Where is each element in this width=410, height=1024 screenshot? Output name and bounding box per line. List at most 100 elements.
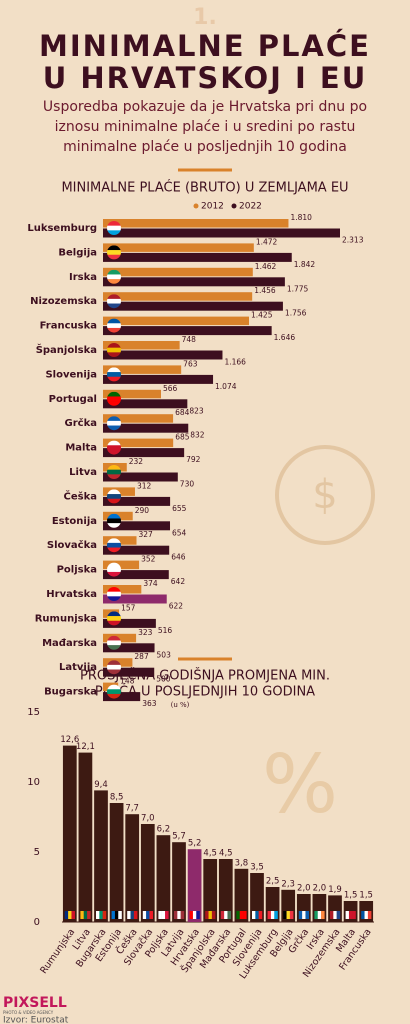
flag-stripe <box>71 911 75 919</box>
value-label: 4,5 <box>219 849 233 859</box>
flag-stripe <box>68 911 72 919</box>
bar <box>218 859 233 922</box>
flag-stripe <box>102 911 107 919</box>
value-label: 1.646 <box>274 333 296 342</box>
value-label: 500 <box>156 675 171 684</box>
legend-label: 2012 <box>201 202 224 212</box>
subtitle: Usporedba pokazuje da je Hrvatska pri dn… <box>43 99 367 115</box>
bar <box>78 752 93 922</box>
flag-stripe <box>161 911 166 919</box>
category-label: Litva <box>69 467 97 478</box>
flag-stripe <box>107 611 121 617</box>
flag-stripe <box>87 911 91 919</box>
flag-stripe <box>107 489 121 495</box>
value-label: 763 <box>183 359 198 368</box>
title: MINIMALNE PLAĆE <box>39 29 371 63</box>
source: Izvor: Eurostat <box>3 1016 69 1024</box>
value-label: 290 <box>135 506 150 515</box>
value-label: 157 <box>121 603 136 612</box>
flag-stripe <box>107 303 121 309</box>
bar <box>103 536 137 545</box>
flag-stripe <box>107 469 121 475</box>
value-label: 1.810 <box>290 213 312 222</box>
decor-icon: % <box>262 738 338 831</box>
value-label: 1.756 <box>285 309 307 318</box>
flag-stripe <box>107 376 121 382</box>
flag-stripe <box>107 416 121 422</box>
value-label: 8,5 <box>110 793 124 803</box>
value-label: 654 <box>172 528 187 537</box>
flag-stripe <box>114 911 119 919</box>
flag <box>107 489 121 504</box>
flag-stripe <box>107 542 121 548</box>
flag-stripe <box>107 498 121 504</box>
flag-stripe <box>192 911 197 919</box>
bar <box>103 228 340 238</box>
flag <box>107 416 121 431</box>
value-label: 3,8 <box>235 858 249 868</box>
flag-stripe <box>345 911 350 919</box>
value-label: 730 <box>180 480 195 489</box>
category-label: Španjolska <box>36 343 97 356</box>
value-label: 832 <box>190 431 205 440</box>
bar <box>103 545 170 555</box>
flag-stripe <box>107 352 121 357</box>
bar <box>203 859 218 922</box>
legend-label: 2022 <box>239 202 262 212</box>
value-label: 646 <box>171 553 186 562</box>
flag-stripe <box>118 911 122 919</box>
y-tick-label: 5 <box>34 847 40 858</box>
chart-title: MINIMALNE PLAĆE (BRUTO) U ZEMLJAMA EU <box>61 180 348 196</box>
flag-stripe <box>165 911 169 919</box>
bar <box>103 692 141 702</box>
flag-stripe <box>107 538 121 544</box>
value-label: 5,2 <box>188 839 202 849</box>
bar <box>103 374 214 384</box>
value-label: 1.456 <box>254 286 276 295</box>
flag-stripe <box>107 391 121 397</box>
flag-stripe <box>107 518 121 524</box>
flag <box>107 465 121 479</box>
value-label: 503 <box>157 650 172 659</box>
value-label: 2.313 <box>342 236 364 245</box>
subtitle: minimalne plaće u posljednjih 10 godina <box>63 139 347 155</box>
flag-stripe <box>107 401 121 406</box>
flag-stripe <box>107 494 121 500</box>
flag-stripe <box>107 567 121 573</box>
flag-stripe <box>107 596 121 601</box>
unit-label: (u %) <box>171 701 190 709</box>
flag-stripe <box>286 911 291 919</box>
flag <box>107 294 121 309</box>
category-label: Portugal <box>49 394 97 405</box>
flag-stripe <box>208 911 213 919</box>
bar <box>103 301 283 311</box>
value-label: 6,2 <box>157 825 171 835</box>
value-label: 327 <box>139 530 154 539</box>
flag-stripe <box>174 911 178 919</box>
value-label: 1.462 <box>255 262 277 271</box>
value-label: 7,0 <box>141 814 155 824</box>
value-label: 312 <box>137 481 152 490</box>
flag-stripe <box>107 323 121 329</box>
value-label: 792 <box>186 455 201 464</box>
flag-stripe <box>205 911 209 919</box>
category-label: Belgija <box>58 247 97 258</box>
value-label: 1,5 <box>359 891 373 901</box>
value-label: 352 <box>141 555 156 564</box>
flag-stripe <box>107 347 121 353</box>
flag-stripe <box>298 911 303 919</box>
category-label: Francuska <box>40 321 97 332</box>
flag-stripe <box>107 465 121 470</box>
flag <box>107 587 121 601</box>
value-label: 1.472 <box>256 237 278 246</box>
flag-stripe <box>107 689 121 695</box>
bar <box>103 389 161 399</box>
legend-marker <box>193 203 199 209</box>
flag-stripe <box>99 911 103 919</box>
bar <box>103 292 253 301</box>
bar <box>103 350 223 360</box>
value-label: 1.425 <box>251 311 273 320</box>
category-label: Irska <box>69 272 97 283</box>
